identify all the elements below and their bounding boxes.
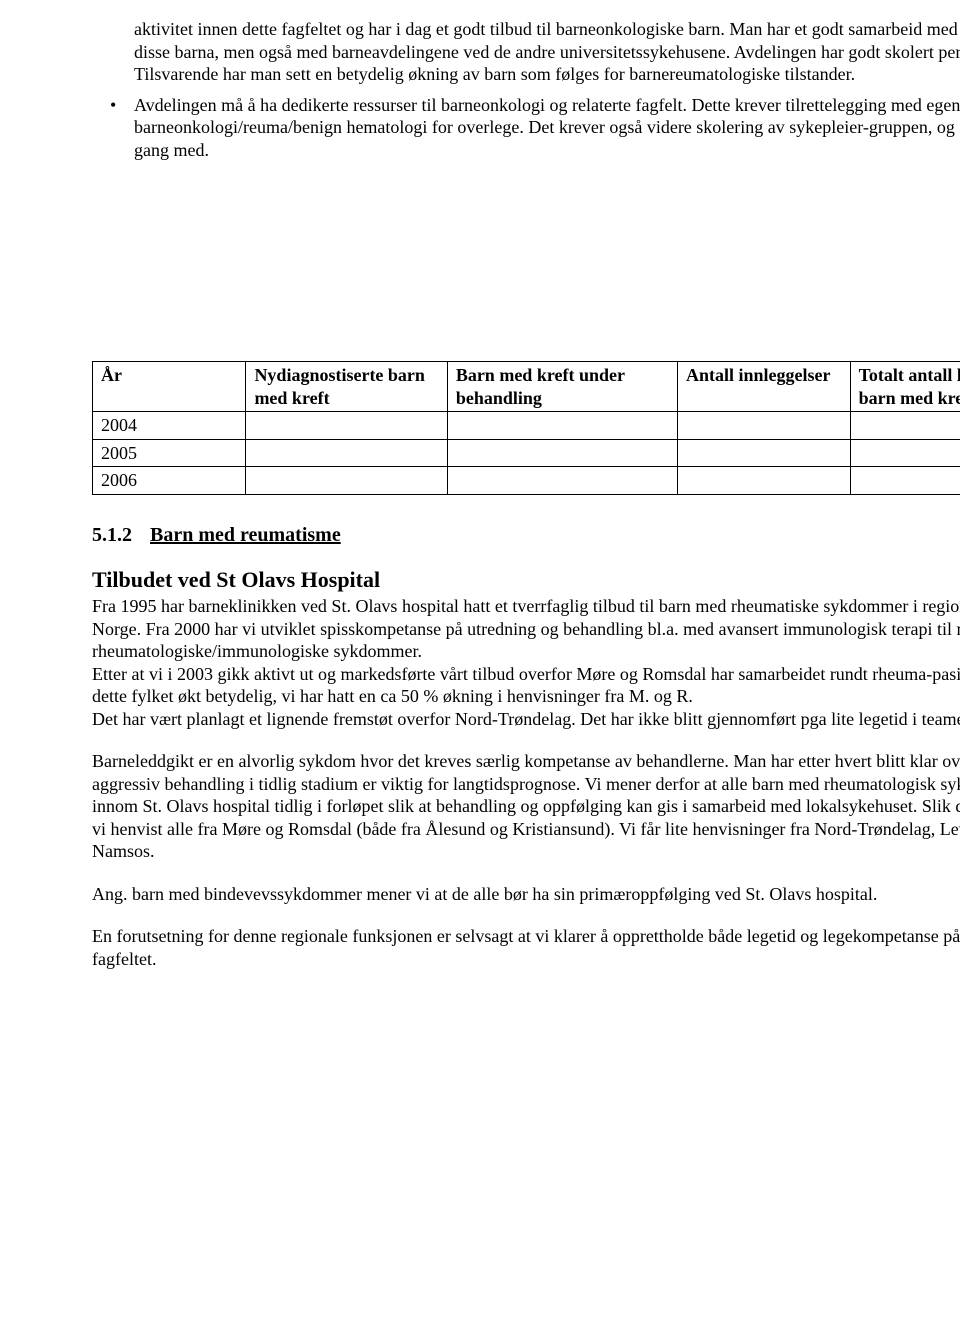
cell-c <box>677 467 850 495</box>
paragraph-2: Etter at vi i 2003 gikk aktivt ut og mar… <box>92 664 960 707</box>
intro-paragraph: aktivitet innen dette fagfeltet og har i… <box>134 18 960 86</box>
cell-year: 2004 <box>93 412 246 440</box>
subsection-title: Tilbudet ved St Olavs Hospital <box>92 566 960 594</box>
table-header-a: Nydiagnostiserte barn med kreft <box>246 362 447 412</box>
table-header-row: År Nydiagnostiserte barn med kreft Barn … <box>93 362 960 412</box>
bullet-item: Avdelingen må å ha dedikerte ressurser t… <box>134 94 960 162</box>
cell-a <box>246 467 447 495</box>
bullet-text: Avdelingen må å ha dedikerte ressurser t… <box>134 95 960 160</box>
cell-b <box>447 467 677 495</box>
cell-b <box>447 439 677 467</box>
cell-b <box>447 412 677 440</box>
section-number: 5.1.2 <box>92 524 132 546</box>
cell-c <box>677 412 850 440</box>
paragraph-1: Fra 1995 har barneklinikken ved St. Olav… <box>92 596 960 661</box>
table-row: 2006 <box>93 467 960 495</box>
paragraph-6: En forutsetning for denne regionale funk… <box>92 925 960 970</box>
table-row: 2005 <box>93 439 960 467</box>
cell-d <box>850 412 960 440</box>
table-header-year: År <box>93 362 246 412</box>
cell-a <box>246 412 447 440</box>
table-header-c: Antall innleggelser <box>677 362 850 412</box>
cell-d <box>850 439 960 467</box>
cell-d <box>850 467 960 495</box>
table-header-d: Totalt antall liggedøgn barn med kreft <box>850 362 960 412</box>
table-header-b: Barn med kreft under behandling <box>447 362 677 412</box>
paragraph-4: Barneleddgikt er en alvorlig sykdom hvor… <box>92 750 960 863</box>
data-table: År Nydiagnostiserte barn med kreft Barn … <box>92 361 960 495</box>
cell-c <box>677 439 850 467</box>
table-row: 2004 <box>93 412 960 440</box>
paragraph-3: Det har vært planlagt et lignende fremst… <box>92 708 960 731</box>
section-title: Barn med reumatisme <box>150 524 341 546</box>
bullet-list: Avdelingen må å ha dedikerte ressurser t… <box>92 94 960 162</box>
paragraph-5: Ang. barn med bindevevssykdommer mener v… <box>92 883 960 906</box>
cell-year: 2005 <box>93 439 246 467</box>
section-header: 5.1.2 Barn med reumatisme <box>92 523 960 548</box>
body-paragraphs: Fra 1995 har barneklinikken ved St. Olav… <box>92 595 960 970</box>
cell-year: 2006 <box>93 467 246 495</box>
cell-a <box>246 439 447 467</box>
